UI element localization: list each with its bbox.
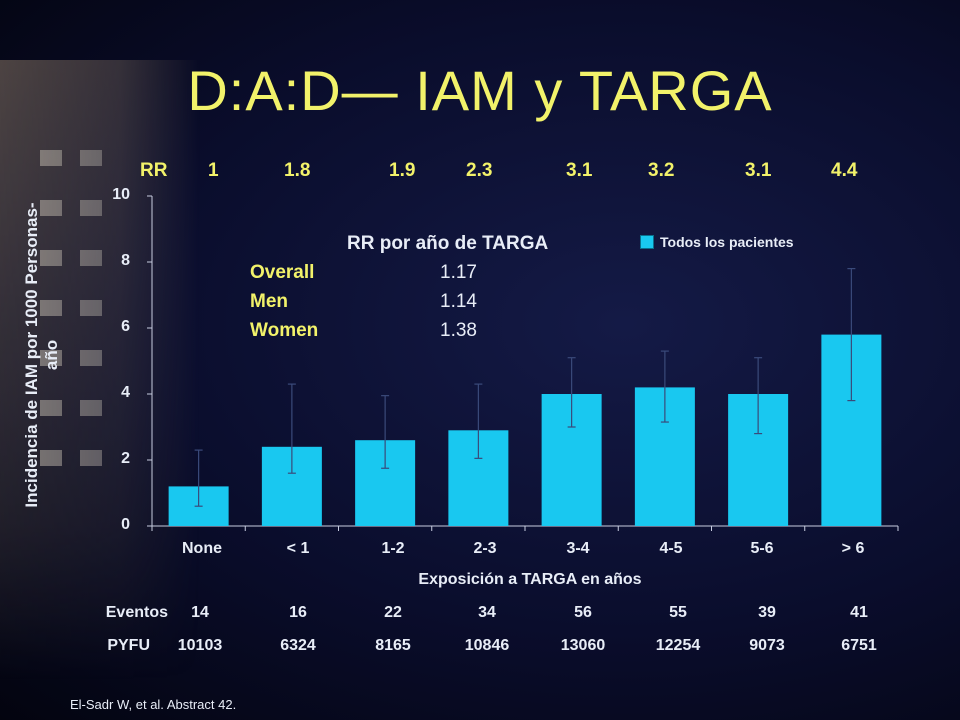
- rr-value: 1.9: [389, 160, 416, 181]
- legend-label: Todos los pacientes: [660, 234, 794, 250]
- rr-value: 3.1: [566, 160, 593, 181]
- x-tick-label: > 6: [841, 540, 865, 557]
- pyfu-value: 12254: [655, 637, 701, 654]
- background-building-photo: [0, 60, 200, 680]
- events-value: 39: [758, 604, 776, 621]
- x-tick-label: None: [182, 540, 222, 557]
- rr-row-label: RR: [140, 160, 168, 181]
- rr-value: 3.1: [745, 160, 772, 181]
- rr-value: 1.8: [284, 160, 311, 181]
- inset-row-label: Men: [250, 291, 288, 312]
- events-value: 22: [384, 604, 402, 621]
- y-axis-title: Incidencia de IAM por 1000 Personas-año: [22, 202, 61, 508]
- inset-title: RR por año de TARGA: [347, 233, 549, 254]
- pyfu-value: 6324: [280, 637, 316, 654]
- y-tick-label: 8: [121, 252, 130, 269]
- x-tick-label: < 1: [286, 540, 310, 557]
- x-tick-label: 3-4: [566, 540, 590, 557]
- pyfu-value: 8165: [375, 637, 411, 654]
- pyfu-row-label: PYFU: [107, 637, 150, 654]
- inset-row-value: 1.38: [440, 320, 477, 341]
- events-value: 56: [574, 604, 592, 621]
- events-row-label: Eventos: [105, 604, 168, 621]
- rr-value: 2.3: [466, 160, 493, 181]
- y-tick-label: 10: [112, 186, 130, 203]
- events-value: 41: [850, 604, 868, 621]
- x-tick-label: 5-6: [750, 540, 774, 557]
- rr-value: 1: [208, 160, 219, 181]
- pyfu-value: 13060: [560, 637, 606, 654]
- pyfu-value: 10846: [464, 637, 510, 654]
- pyfu-value: 10103: [177, 637, 223, 654]
- inset-row-value: 1.17: [440, 262, 477, 283]
- x-axis-title: Exposición a TARGA en años: [418, 571, 642, 588]
- y-tick-label: 6: [121, 318, 130, 335]
- events-value: 14: [191, 604, 209, 621]
- inset-row-value: 1.14: [440, 291, 477, 312]
- events-value: 34: [478, 604, 496, 621]
- slide-title: D:A:D— IAM y TARGA: [187, 59, 773, 122]
- rr-value: 4.4: [831, 160, 858, 181]
- events-value: 55: [669, 604, 687, 621]
- x-tick-label: 4-5: [659, 540, 683, 557]
- x-tick-label: 1-2: [381, 540, 405, 557]
- footnote-citation: El-Sadr W, et al. Abstract 42.: [70, 697, 237, 712]
- x-tick-label: 2-3: [473, 540, 497, 557]
- chart-error-bars: [194, 268, 856, 507]
- events-value: 16: [289, 604, 307, 621]
- y-tick-label: 2: [121, 450, 130, 467]
- inset-row-label: Overall: [250, 262, 315, 283]
- legend-swatch: [640, 235, 654, 249]
- y-tick-label: 4: [121, 384, 130, 401]
- pyfu-value: 9073: [749, 637, 785, 654]
- rr-value: 3.2: [648, 160, 675, 181]
- chart-bars: [168, 334, 882, 526]
- inset-row-label: Women: [250, 320, 319, 341]
- pyfu-value: 6751: [841, 637, 877, 654]
- chart-legend: Todos los pacientes: [640, 234, 794, 250]
- y-tick-label: 0: [121, 516, 130, 533]
